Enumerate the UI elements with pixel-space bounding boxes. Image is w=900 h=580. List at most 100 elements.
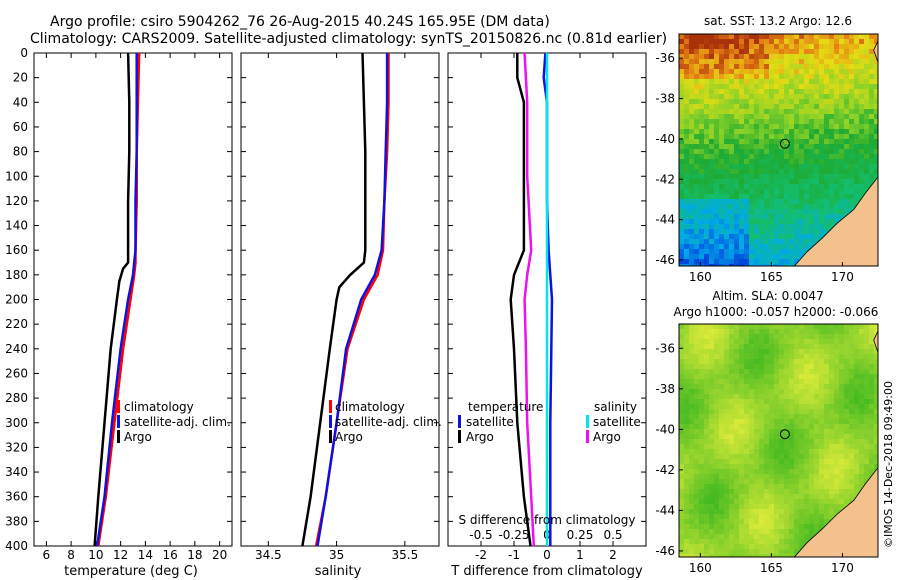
map-cell	[694, 344, 700, 350]
map-cell	[784, 184, 790, 190]
map-cell	[854, 124, 860, 130]
map-cell	[754, 529, 760, 535]
map-cell	[764, 199, 770, 205]
map-cell	[694, 184, 700, 190]
map-cell	[759, 194, 765, 200]
map-cell	[789, 89, 795, 95]
map-cell	[829, 349, 835, 355]
map-cell	[779, 434, 785, 440]
map-cell	[749, 69, 755, 75]
map-cell	[714, 384, 720, 390]
map-cell	[739, 399, 745, 405]
map-cell	[689, 449, 695, 455]
map-cell	[759, 74, 765, 80]
map-cell	[874, 74, 878, 80]
map-cell	[864, 134, 870, 140]
map-cell	[684, 39, 690, 45]
map-cell	[744, 134, 750, 140]
map-cell	[809, 449, 815, 455]
map-cell	[724, 199, 730, 205]
map-cell	[799, 389, 805, 395]
map-cell	[794, 489, 800, 495]
map-cell	[854, 39, 860, 45]
map-cell	[739, 554, 745, 557]
map-cell	[749, 334, 755, 340]
map-cell	[769, 99, 775, 105]
map-cell	[834, 399, 840, 405]
map-cell	[834, 479, 840, 485]
map-cell	[714, 339, 720, 345]
map-cell	[829, 459, 835, 465]
map-cell	[739, 124, 745, 130]
map-cell	[834, 389, 840, 395]
map-cell	[824, 129, 830, 135]
map-cell	[874, 159, 878, 165]
map-cell	[744, 119, 750, 125]
map-cell	[764, 69, 770, 75]
map-cell	[714, 364, 720, 370]
map-cell	[799, 339, 805, 345]
map-cell	[829, 504, 835, 510]
map-cell	[799, 34, 805, 40]
map-cell	[729, 84, 735, 90]
map-cell	[824, 374, 830, 380]
map-cell	[799, 484, 805, 490]
map-cell	[809, 79, 815, 85]
map-cell	[679, 349, 685, 355]
map-cell	[854, 459, 860, 465]
map-cell	[719, 419, 725, 425]
map-cell	[729, 134, 735, 140]
map-cell	[779, 519, 785, 525]
map-cell	[694, 84, 700, 90]
map-cell	[764, 39, 770, 45]
map-cell	[789, 259, 795, 265]
map-cell	[834, 104, 840, 110]
map-cell	[799, 209, 805, 215]
map-cell	[714, 489, 720, 495]
map-cell	[749, 509, 755, 515]
map-cell	[774, 514, 780, 520]
map-cell	[684, 164, 690, 170]
map-cell	[824, 99, 830, 105]
map-cell	[694, 389, 700, 395]
map-cell	[809, 69, 815, 75]
map-cell	[719, 344, 725, 350]
map-cell	[789, 394, 795, 400]
map-cell	[789, 359, 795, 365]
map-cell	[764, 399, 770, 405]
map-cell	[804, 179, 810, 185]
depth-tick-label: 80	[13, 145, 28, 159]
map-cell	[869, 469, 875, 475]
map-cell	[799, 229, 805, 235]
map-cell	[724, 49, 730, 55]
map-cell	[764, 339, 770, 345]
map-cell	[789, 184, 795, 190]
map-cell	[729, 34, 735, 40]
map-cell	[874, 364, 878, 370]
map-cell	[769, 89, 775, 95]
map-cell	[749, 44, 755, 50]
map-cell	[809, 349, 815, 355]
map-cell	[859, 159, 865, 165]
legend-salinity-title: salinity	[594, 400, 637, 414]
map-cell	[764, 209, 770, 215]
map-cell	[724, 79, 730, 85]
map-cell	[714, 439, 720, 445]
map-cell	[699, 539, 705, 545]
map-cell	[739, 344, 745, 350]
map-cell	[814, 494, 820, 500]
legend-t-argo-label: Argo	[466, 430, 494, 444]
map-cell	[874, 324, 878, 330]
map-cell	[834, 139, 840, 145]
map-cell	[744, 194, 750, 200]
map-cell	[689, 39, 695, 45]
map-cell	[784, 74, 790, 80]
map-cell	[689, 399, 695, 405]
map-cell	[709, 229, 715, 235]
map-cell	[689, 59, 695, 65]
map-cell	[679, 394, 685, 400]
depth-tick-label: 0	[20, 46, 28, 60]
map-cell	[724, 224, 730, 230]
map-cell	[704, 194, 710, 200]
map-cell	[734, 384, 740, 390]
